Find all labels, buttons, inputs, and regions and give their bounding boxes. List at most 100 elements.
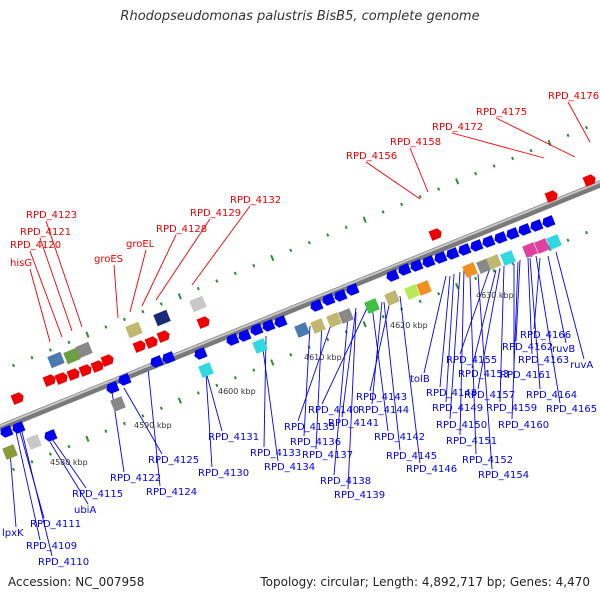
reverse-leader-line bbox=[439, 275, 451, 388]
outer-tick bbox=[104, 325, 108, 329]
reverse-gene-arrow bbox=[150, 355, 164, 368]
reverse-gene-label: RPD_4122 bbox=[110, 473, 161, 484]
forward-leader-line bbox=[495, 117, 576, 158]
outer-tick bbox=[381, 210, 385, 214]
reverse-leader-line bbox=[297, 315, 335, 422]
reverse-gene-arrow bbox=[334, 289, 348, 302]
reverse-gene-label: RPD_4165 bbox=[546, 404, 597, 415]
reverse-gene-label: RPD_4137 bbox=[302, 450, 353, 461]
inner-tick bbox=[437, 291, 441, 296]
label-leader-lines bbox=[9, 101, 591, 557]
reverse-gene-label: RPD_4153 bbox=[458, 369, 509, 380]
inner-tick bbox=[474, 276, 478, 281]
outer-tick bbox=[400, 202, 404, 207]
reverse-gene-label: RPD_4138 bbox=[320, 476, 371, 487]
reverse-gene-arrow bbox=[470, 239, 484, 252]
reverse-leader-line bbox=[347, 311, 357, 490]
kbp-label: 4620 kbp bbox=[390, 321, 428, 330]
inner-tick bbox=[11, 467, 15, 472]
reverse-gene-label: RPD_4148 bbox=[426, 388, 477, 399]
reverse-leader-line bbox=[263, 335, 267, 448]
forward-gene-label: groES bbox=[94, 254, 123, 265]
reverse-gene-label: RPD_4151 bbox=[446, 436, 497, 447]
feature-box bbox=[189, 295, 207, 313]
outer-tick bbox=[215, 279, 219, 283]
outer-tick bbox=[270, 254, 275, 262]
reverse-leader-line bbox=[49, 441, 89, 505]
feature-box bbox=[75, 341, 93, 359]
genome-backbone bbox=[0, 180, 600, 432]
reverse-gene-label: RPD_4142 bbox=[374, 432, 425, 443]
reverse-leader-line bbox=[399, 295, 421, 464]
reverse-leader-line bbox=[333, 315, 349, 476]
reverse-leader-line bbox=[477, 267, 501, 390]
reverse-gene-arrow bbox=[44, 429, 58, 442]
forward-gene-label: RPD_4158 bbox=[390, 137, 441, 148]
feature-box bbox=[486, 254, 502, 270]
outer-tick bbox=[418, 194, 422, 199]
reverse-gene-label: RPD_4130 bbox=[198, 468, 249, 479]
reverse-leader-line bbox=[515, 259, 521, 342]
reverse-leader-line bbox=[477, 273, 493, 470]
reverse-leader-line bbox=[459, 269, 465, 436]
reverse-gene-label: RPD_4134 bbox=[264, 462, 315, 473]
outer-tick bbox=[30, 355, 34, 360]
forward-gene-arrow bbox=[42, 374, 56, 387]
reverse-gene-label: RPD_4164 bbox=[526, 390, 577, 401]
genome-summary-text: Topology: circular; Length: 4,892,717 bp… bbox=[260, 575, 590, 589]
inner-tick bbox=[362, 321, 367, 328]
forward-gene-arrow bbox=[132, 340, 146, 353]
forward-gene-arrow bbox=[66, 368, 80, 381]
inner-tick bbox=[585, 230, 589, 235]
forward-leader-line bbox=[451, 132, 545, 159]
reverse-gene-arrow bbox=[310, 299, 324, 312]
feature-box bbox=[546, 234, 562, 250]
reverse-leader-line bbox=[547, 255, 567, 344]
reverse-gene-label: RPD_4125 bbox=[148, 455, 199, 466]
reverse-gene-arrow bbox=[0, 425, 14, 438]
forward-leader-line bbox=[45, 220, 83, 328]
inner-tick bbox=[381, 314, 385, 319]
forward-leader-line bbox=[29, 250, 63, 338]
reverse-gene-label: RPD_4150 bbox=[436, 420, 487, 431]
reverse-leader-line bbox=[511, 261, 519, 420]
reverse-gene-label: tolB bbox=[410, 374, 430, 385]
outer-tick bbox=[11, 363, 15, 368]
inner-tick bbox=[122, 421, 126, 426]
forward-leader-line bbox=[113, 264, 119, 319]
reverse-gene-label: RPD_4160 bbox=[498, 420, 549, 431]
feature-box bbox=[47, 351, 65, 369]
forward-gene-label: RPD_4156 bbox=[346, 151, 397, 162]
forward-gene-label: RPD_4129 bbox=[190, 208, 241, 219]
forward-gene-label: RPD_4128 bbox=[156, 224, 207, 235]
reverse-gene-arrow bbox=[226, 333, 240, 346]
reverse-gene-arrow bbox=[346, 283, 360, 296]
reverse-gene-label: RPD_4110 bbox=[38, 557, 89, 568]
feature-box bbox=[110, 396, 126, 412]
forward-leader-line bbox=[29, 268, 51, 343]
reverse-leader-line bbox=[315, 321, 323, 450]
inner-tick bbox=[159, 406, 163, 411]
reverse-leader-line bbox=[15, 431, 41, 541]
reverse-gene-label: RPD_4152 bbox=[462, 455, 513, 466]
reverse-gene-label: RPD_4159 bbox=[486, 403, 537, 414]
feature-box bbox=[522, 242, 538, 258]
reverse-leader-line bbox=[535, 255, 561, 404]
forward-gene-arrow bbox=[196, 316, 210, 329]
reverse-leader-line bbox=[423, 275, 447, 374]
forward-gene-label: RPD_4175 bbox=[476, 107, 527, 118]
outer-tick bbox=[585, 125, 589, 130]
reverse-gene-arrow bbox=[482, 235, 496, 248]
reverse-leader-line bbox=[499, 265, 505, 403]
reverse-leader-line bbox=[445, 273, 455, 403]
reverse-gene-arrow bbox=[434, 251, 448, 264]
reverse-leader-line bbox=[527, 257, 533, 355]
forward-gene-label: RPD_4176 bbox=[548, 91, 599, 102]
forward-gene-arrow bbox=[100, 354, 114, 367]
reverse-gene-label: RPD_4145 bbox=[386, 451, 437, 462]
outer-tick bbox=[122, 317, 126, 322]
reverse-gene-label: RPD_4139 bbox=[334, 490, 385, 501]
reverse-gene-arrow bbox=[506, 227, 520, 240]
feature-box bbox=[2, 444, 18, 460]
reverse-gene-arrow bbox=[194, 347, 208, 360]
